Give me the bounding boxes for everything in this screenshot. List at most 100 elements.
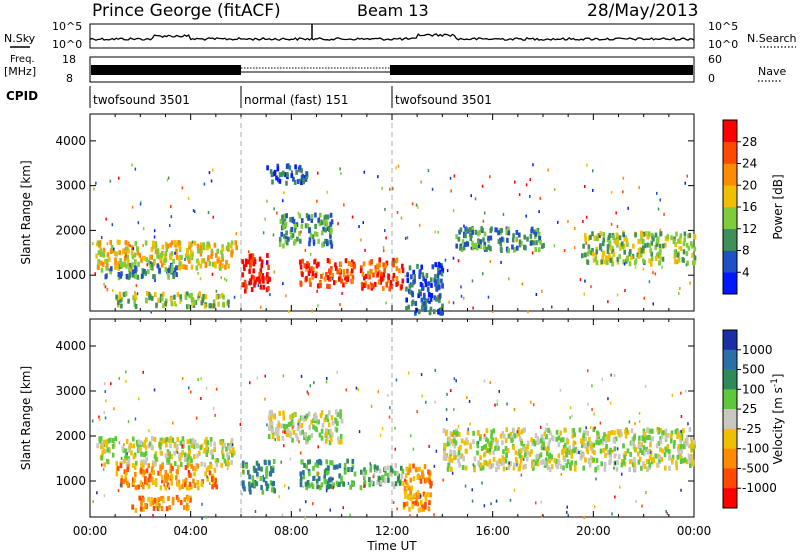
- data-cell: [599, 438, 602, 444]
- data-cell: [440, 271, 444, 277]
- data-cell: [166, 482, 170, 488]
- speckle-cell: [425, 400, 427, 404]
- speckle-cell: [188, 470, 190, 473]
- data-cell: [533, 461, 536, 467]
- data-cell: [292, 430, 296, 435]
- speckle-cell: [304, 248, 307, 252]
- data-cell: [280, 231, 283, 237]
- data-cell: [502, 457, 505, 463]
- colorbar-segment: [723, 207, 737, 230]
- data-cell: [648, 435, 651, 440]
- data-cell: [525, 447, 528, 452]
- speckle-cell: [288, 310, 290, 314]
- speckle-cell: [420, 373, 423, 377]
- data-cell: [288, 165, 292, 171]
- speckle-cell: [680, 429, 682, 433]
- speckle-cell: [257, 284, 260, 288]
- data-cell: [390, 467, 393, 473]
- y-tick-label: 3000: [55, 384, 86, 398]
- data-cell: [634, 446, 638, 452]
- data-cell: [656, 236, 660, 242]
- speckle-cell: [131, 205, 134, 209]
- data-cell: [472, 243, 476, 249]
- data-cell: [147, 259, 150, 265]
- data-cell: [106, 262, 109, 268]
- speckle-cell: [411, 202, 414, 206]
- data-cell: [125, 273, 129, 279]
- speckle-cell: [420, 180, 422, 184]
- speckle-cell: [649, 450, 652, 454]
- data-cell: [127, 298, 130, 304]
- nsearch-label: N.Search: [747, 32, 797, 45]
- data-cell: [347, 261, 351, 266]
- data-cell: [156, 263, 160, 269]
- data-cell: [168, 451, 171, 457]
- data-cell: [199, 263, 202, 269]
- speckle-cell: [409, 514, 411, 518]
- data-cell: [328, 477, 331, 483]
- data-cell: [152, 480, 155, 485]
- data-cell: [208, 303, 212, 309]
- data-cell: [132, 295, 135, 301]
- data-cell: [142, 506, 145, 512]
- data-cell: [675, 231, 678, 237]
- data-cell: [383, 466, 387, 471]
- data-cell: [386, 277, 390, 283]
- data-cell: [641, 233, 644, 239]
- data-cell: [114, 264, 117, 270]
- data-cell: [192, 478, 195, 484]
- data-cell: [652, 236, 655, 242]
- data-cell: [97, 259, 100, 264]
- data-cell: [430, 293, 434, 298]
- data-cell: [256, 472, 259, 478]
- data-cell: [486, 438, 490, 444]
- speckle-cell: [567, 220, 569, 223]
- data-cell: [602, 447, 606, 453]
- data-cell: [292, 176, 295, 182]
- data-cell: [609, 245, 613, 251]
- data-cell: [401, 263, 404, 269]
- data-cell: [401, 267, 405, 273]
- data-cell: [227, 443, 230, 448]
- data-cell: [687, 233, 690, 239]
- data-cell: [244, 262, 248, 267]
- data-cell: [566, 438, 570, 444]
- speckle-cell: [308, 427, 311, 431]
- data-cell: [271, 468, 275, 473]
- data-cell: [299, 471, 302, 477]
- data-cell: [145, 298, 148, 304]
- data-cell: [353, 263, 356, 269]
- speckle-cell: [541, 514, 544, 518]
- data-cell: [234, 240, 237, 246]
- data-cell: [459, 227, 463, 233]
- data-cell: [613, 453, 617, 459]
- speckle-cell: [515, 239, 518, 243]
- data-cell: [328, 269, 332, 275]
- data-cell: [400, 473, 404, 479]
- data-cell: [458, 229, 461, 235]
- data-cell: [134, 460, 138, 466]
- speckle-cell: [455, 379, 457, 383]
- data-cell: [606, 248, 610, 254]
- data-cell: [419, 478, 423, 484]
- data-cell: [339, 413, 342, 419]
- data-cell: [305, 171, 308, 177]
- data-cell: [268, 425, 272, 431]
- data-cell: [602, 231, 605, 237]
- data-cell: [140, 257, 143, 263]
- speckle-cell: [610, 190, 613, 194]
- data-cell: [282, 170, 285, 176]
- data-cell: [181, 264, 184, 269]
- data-cell: [331, 420, 335, 426]
- data-cell: [141, 268, 145, 274]
- data-cell: [667, 432, 670, 438]
- speckle-cell: [326, 190, 328, 194]
- data-cell: [518, 239, 522, 245]
- data-cell: [170, 268, 174, 274]
- speckle-cell: [317, 304, 319, 308]
- data-cell: [326, 417, 329, 422]
- speckle-cell: [453, 377, 456, 381]
- data-cell: [248, 486, 252, 492]
